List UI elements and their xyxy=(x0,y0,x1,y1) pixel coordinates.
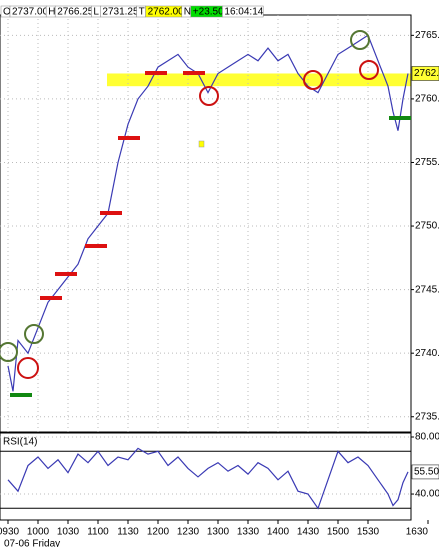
quote-bar: O 2737.00 H 2766.25 L 2731.25 T 2762.00 N +23.50 1… xyxy=(0,5,264,18)
circle xyxy=(350,30,370,50)
x-tick-label: 1330 xyxy=(237,527,260,538)
x-tick-label: 1500 xyxy=(327,527,350,538)
y-tick-label: 2740.0 xyxy=(415,348,439,359)
x-tick-label: 1130 xyxy=(117,527,139,538)
y-tick-label: 2760.0 xyxy=(415,94,439,105)
quote-label: N xyxy=(184,7,191,18)
circle xyxy=(24,324,44,344)
x-tick-label: 1430 xyxy=(297,527,320,538)
last-value-label: 55.50 xyxy=(414,467,439,478)
marker xyxy=(10,393,32,397)
date-label: 07-06 Friday xyxy=(4,539,60,547)
y-tick-label: 2750.0 xyxy=(415,221,439,232)
highlight-band xyxy=(107,73,411,87)
quote-label: T xyxy=(139,7,145,18)
last-value-label: 2762.0 xyxy=(414,68,439,79)
x-tick-label: 1200 xyxy=(147,527,170,538)
marker xyxy=(55,272,77,276)
panel-title: RSI(14) xyxy=(3,437,37,448)
quote-value: 2737.00 xyxy=(12,7,49,18)
x-tick-label: 1400 xyxy=(267,527,290,538)
marker xyxy=(198,140,205,148)
circle xyxy=(303,70,323,90)
quote-label: L xyxy=(93,7,99,18)
x-tick-label: 1000 xyxy=(27,527,50,538)
marker xyxy=(100,211,122,215)
quote-value: 2762.00 xyxy=(148,7,185,18)
circle xyxy=(199,86,219,106)
quote-label: H xyxy=(48,7,55,18)
x-tick-label: 1630 xyxy=(406,527,429,538)
x-tick-label: 1230 xyxy=(177,527,200,538)
x-tick-label: 0930 xyxy=(0,527,20,538)
panel xyxy=(0,432,412,521)
y-tick-label: 2755.0 xyxy=(415,157,439,168)
marker xyxy=(118,136,140,140)
price-line xyxy=(7,447,409,510)
y-tick-label: 80.00 xyxy=(415,432,439,443)
x-tick-label: 1530 xyxy=(357,527,380,538)
y-tick-label: 2765.0 xyxy=(415,30,439,41)
quote-value: +23.50 xyxy=(193,7,224,18)
marker xyxy=(183,71,205,75)
y-tick-label: 2735.0 xyxy=(415,411,439,422)
quote-value: 2766.25 xyxy=(57,7,94,18)
circle xyxy=(17,357,39,379)
circle xyxy=(0,342,18,362)
marker xyxy=(40,296,62,300)
marker xyxy=(85,244,107,248)
quote-cell xyxy=(222,5,264,18)
x-tick-label: 1100 xyxy=(87,527,109,538)
marker xyxy=(145,71,167,75)
annotations xyxy=(0,30,411,397)
quote-label: O xyxy=(3,7,11,18)
last-value-box xyxy=(411,66,439,81)
marker xyxy=(389,116,411,120)
circle xyxy=(359,60,379,80)
y-tick-label: 2745.0 xyxy=(415,284,439,295)
x-tick-label: 1030 xyxy=(57,527,80,538)
quote-value: 16:04:14 xyxy=(224,7,263,18)
quote-value: 2731.25 xyxy=(102,7,139,18)
x-tick-label: 1300 xyxy=(207,527,230,538)
last-value-box xyxy=(411,464,439,480)
y-tick-label: 40.00 xyxy=(415,489,439,500)
